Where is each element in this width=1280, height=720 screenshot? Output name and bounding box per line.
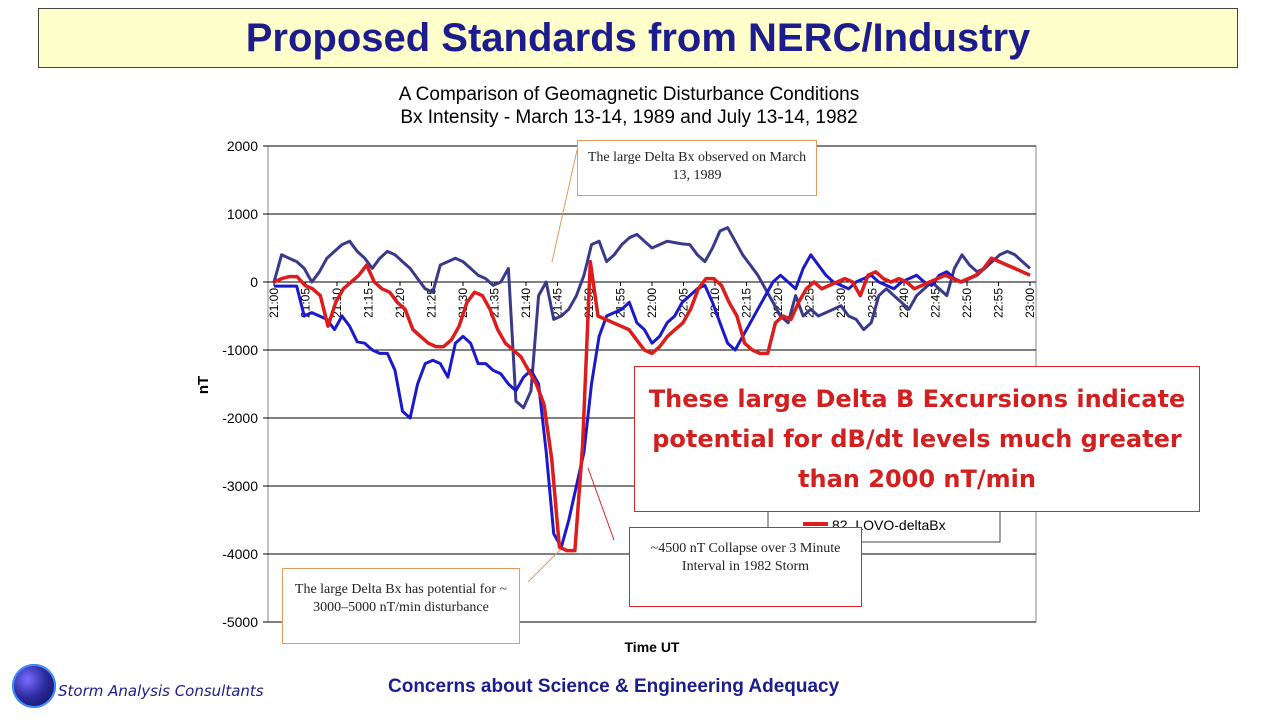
- chart-title: A Comparison of Geomagnetic Disturbance …: [399, 84, 859, 105]
- y-tick-label: -1000: [222, 342, 258, 358]
- leader-potential: [527, 549, 561, 583]
- series-line-89: [272, 226, 1032, 410]
- chart-subtitle: Bx Intensity - March 13-14, 1989 and Jul…: [400, 107, 857, 128]
- footer-text: Concerns about Science & Engineering Ade…: [388, 676, 840, 697]
- x-axis-label: Time UT: [625, 639, 680, 655]
- x-tick-label: 21:00: [267, 288, 281, 318]
- globe-logo-icon: [12, 664, 56, 708]
- x-axis: 21:00 21:05 21:10 21:15 21:20 21:25 21:30 21:35…: [267, 282, 1037, 318]
- x-tick-label: 21:35: [488, 288, 502, 318]
- annotation-march13: The large Delta Bx observed on March 13,…: [577, 140, 817, 196]
- x-tick-label: 22:55: [992, 288, 1006, 318]
- y-tick-label: 1000: [227, 206, 258, 222]
- x-tick-label: 22:15: [740, 288, 754, 318]
- x-tick-label: 22:45: [929, 288, 943, 318]
- x-tick-label: 21:30: [456, 288, 470, 318]
- slide-title: Proposed Standards from NERC/Industry: [245, 15, 1031, 60]
- series-lines: [272, 226, 1032, 553]
- series-line-82-lovo: [273, 256, 1031, 553]
- y-axis-label: nT: [195, 376, 212, 394]
- x-tick-label: 22:20: [771, 288, 785, 318]
- x-tick-label: 21:45: [551, 288, 565, 318]
- y-tick-label: -4000: [222, 546, 258, 562]
- slide-title-box: Proposed Standards from NERC/Industry: [38, 8, 1238, 68]
- x-tick-label: 21:25: [425, 288, 439, 318]
- x-tick-label: 21:15: [362, 288, 376, 318]
- x-tick-label: 22:10: [708, 288, 722, 318]
- y-tick-label: 0: [250, 274, 258, 290]
- y-tick-label: -5000: [222, 614, 258, 630]
- annotation-potential: The large Delta Bx has potential for ~ 3…: [282, 568, 520, 644]
- x-tick-label: 23:00: [1023, 288, 1037, 318]
- x-tick-label: 22:50: [960, 288, 974, 318]
- leader-march13: [551, 149, 578, 263]
- y-tick-label: -3000: [222, 478, 258, 494]
- x-tick-label: 21:40: [519, 288, 533, 318]
- company-name: Storm Analysis Consultants: [58, 682, 264, 700]
- y-tick-label: 2000: [227, 138, 258, 154]
- dbdt-callout: These large Delta B Excursions indicate …: [634, 366, 1200, 512]
- leader-collapse: [587, 467, 615, 541]
- x-tick-label: 22:00: [645, 288, 659, 318]
- annotation-collapse: ~4500 nT Collapse over 3 Minute Interval…: [629, 527, 862, 607]
- y-tick-label: -2000: [222, 410, 258, 426]
- y-axis: 2000 1000 0 -1000 -2000 -3000 -4000 -5000: [222, 138, 268, 630]
